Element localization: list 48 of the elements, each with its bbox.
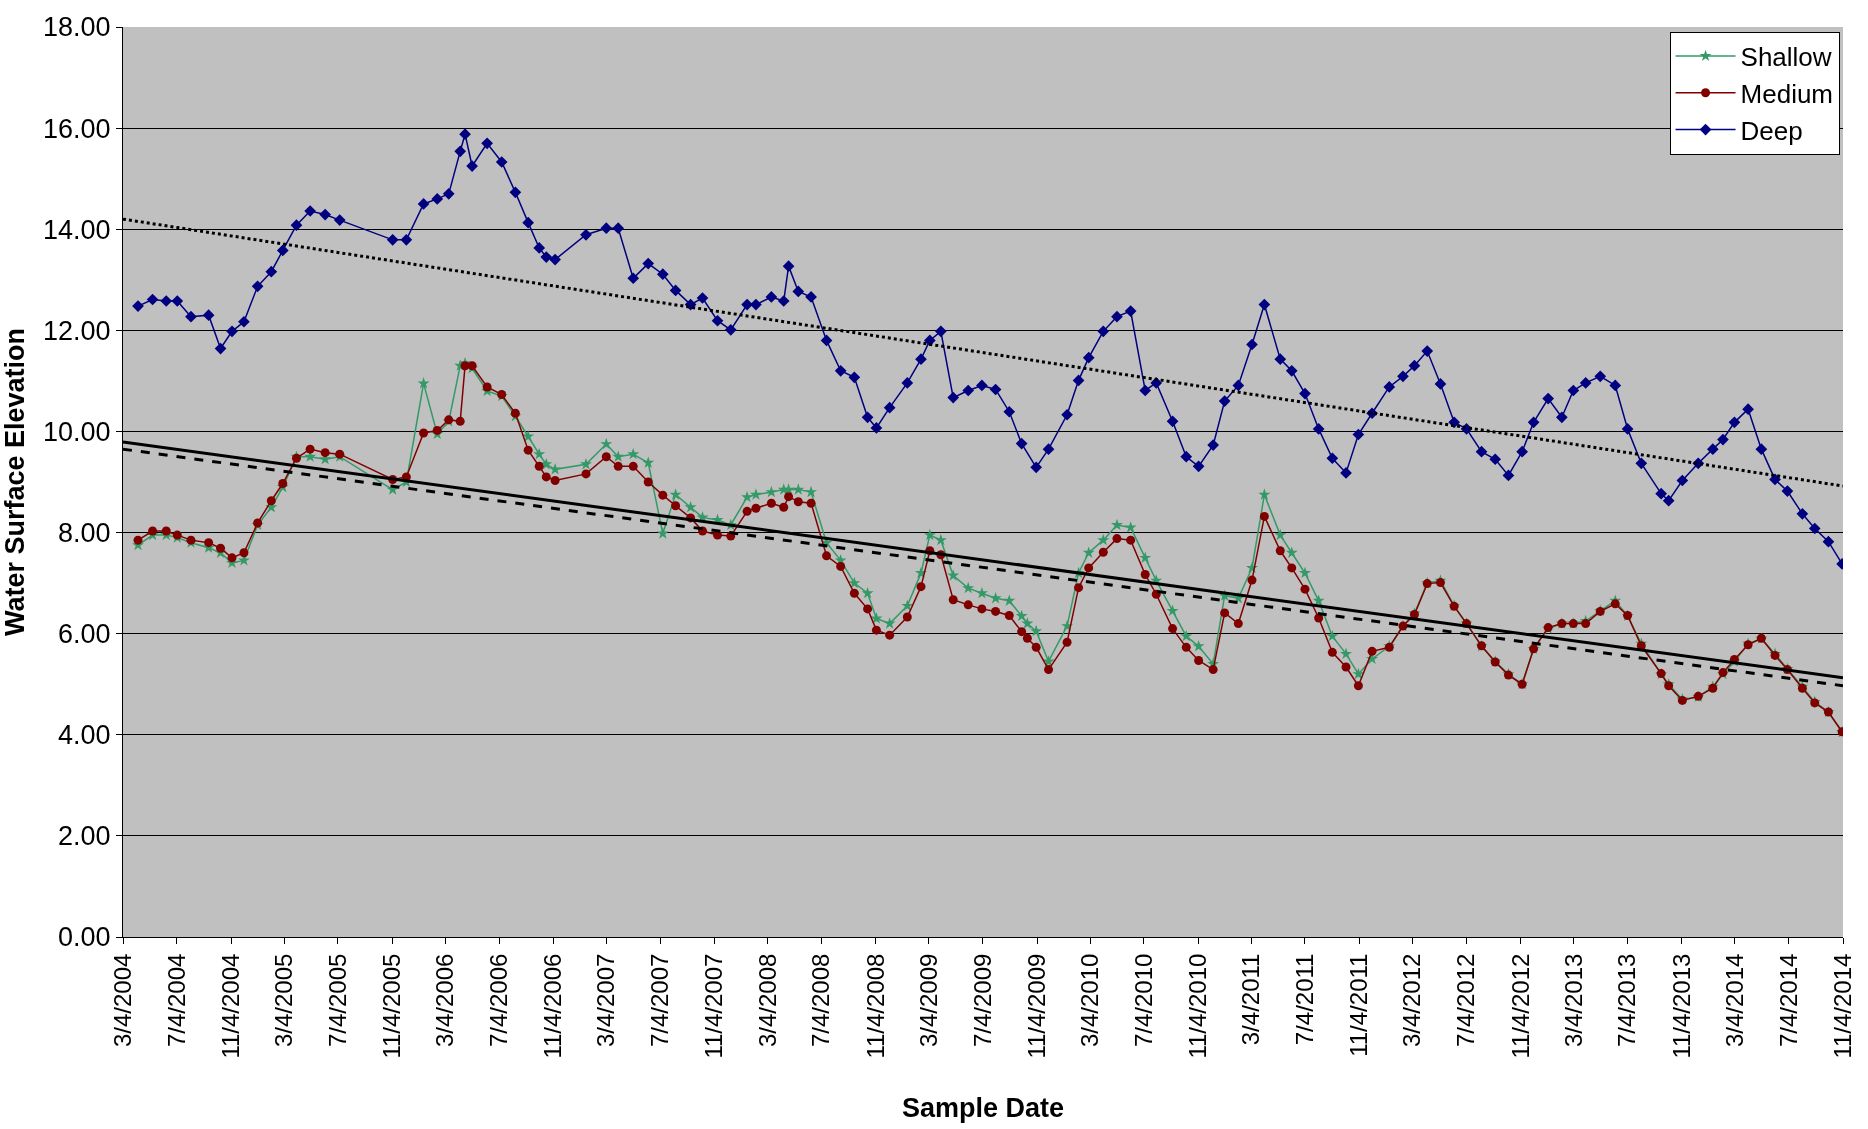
x-tick-label: 7/4/2009 <box>968 953 996 1048</box>
x-tick-label: 11/4/2012 <box>1506 953 1534 1059</box>
x-axis-title: Sample Date <box>901 1093 1065 1123</box>
x-tick-label: 11/4/2004 <box>216 953 244 1059</box>
y-tick-label: 12.00 <box>43 315 111 346</box>
x-tick-label: 3/4/2014 <box>1720 953 1748 1048</box>
x-tick-label: 3/4/2006 <box>431 953 458 1048</box>
x-tick-label: 11/4/2011 <box>1345 953 1373 1057</box>
x-tick-label: 7/4/2011 <box>1290 953 1318 1046</box>
y-tick-label: 0.00 <box>58 922 111 953</box>
x-tick-label: 3/4/2008 <box>753 953 781 1048</box>
x-tick-label: 11/4/2005 <box>378 953 406 1059</box>
y-tick-label: 4.00 <box>58 720 111 751</box>
x-tick-label: 3/4/2009 <box>914 953 942 1048</box>
x-tick-label: 11/4/2010 <box>1183 953 1211 1059</box>
y-tick-label: 8.00 <box>58 518 111 549</box>
x-tick-label: 11/4/2006 <box>539 953 567 1059</box>
y-tick-label: 2.00 <box>58 821 111 852</box>
x-tick-label: 3/4/2010 <box>1075 953 1103 1048</box>
x-tick-label: 3/4/2012 <box>1398 953 1426 1048</box>
x-tick-label: 11/4/2013 <box>1667 953 1695 1059</box>
x-tick-label: 11/4/2014 <box>1828 953 1856 1059</box>
x-tick-label: 7/4/2012 <box>1452 953 1480 1048</box>
x-tick-label: 3/4/2007 <box>592 953 620 1048</box>
x-tick-label: 7/4/2005 <box>323 953 351 1048</box>
x-tick-label: 3/4/2011 <box>1236 953 1264 1046</box>
x-tick-label: 7/4/2013 <box>1613 953 1641 1048</box>
legend-label: Deep <box>1740 115 1803 146</box>
x-tick-label: 7/4/2004 <box>162 953 190 1048</box>
y-tick-label: 18.00 <box>43 12 111 43</box>
legend-label: Shallow <box>1740 42 1832 73</box>
y-tick-label: 16.00 <box>43 113 111 144</box>
x-tick-label: 3/4/2013 <box>1559 953 1587 1048</box>
x-tick-label: 7/4/2007 <box>645 953 673 1048</box>
x-tick-label: 11/4/2008 <box>861 953 889 1059</box>
x-tick-label: 3/4/2005 <box>269 953 297 1048</box>
x-tick-label: 7/4/2014 <box>1774 953 1802 1048</box>
y-axis-title: Water Surface Elevation <box>0 327 30 637</box>
x-tick-label: 7/4/2006 <box>484 953 512 1048</box>
y-tick-label: 14.00 <box>43 214 111 245</box>
x-tick-label: 7/4/2008 <box>807 953 835 1048</box>
x-tick-label: 3/4/2004 <box>108 953 136 1048</box>
y-tick-label: 10.00 <box>43 416 111 447</box>
y-tick-label: 6.00 <box>58 619 111 650</box>
legend-label: Medium <box>1740 78 1834 109</box>
x-tick-label: 11/4/2007 <box>700 953 728 1059</box>
x-tick-label: 11/4/2009 <box>1022 953 1050 1059</box>
x-tick-label: 7/4/2010 <box>1129 953 1157 1048</box>
